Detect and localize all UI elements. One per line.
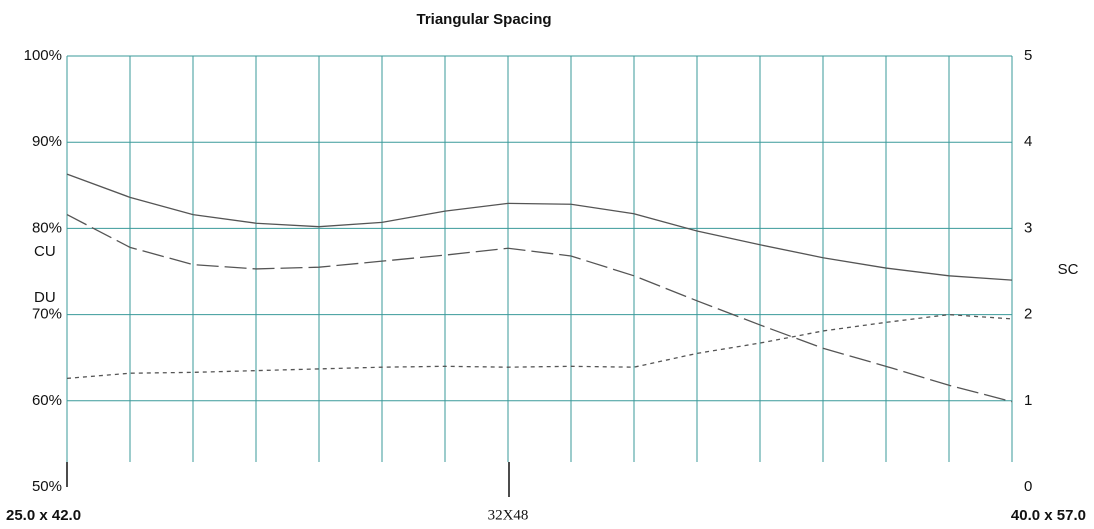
series-label: CU [34,243,56,260]
x-tick-label: 25.0 x 42.0 [6,507,81,524]
y-tick-label: 90% [32,133,62,150]
series-line [66,173,1013,281]
series-label: DU [34,289,56,306]
y2-tick-label: 4 [1024,133,1032,150]
y2-tick-label: 5 [1024,47,1032,64]
y-tick-label: 50% [32,478,62,495]
y2-tick-label: 2 [1024,306,1032,323]
y-tick-label: 70% [32,306,62,323]
y2-tick-label: 3 [1024,219,1032,236]
y2-axis-label: SC [1058,261,1079,278]
y2-tick-label: 0 [1024,478,1032,495]
x-tick-label: 32X48 [488,507,529,523]
series-line [66,313,1013,380]
chart-title: Triangular Spacing [416,11,551,28]
series-line [66,214,1013,403]
y-tick-label: 80% [32,219,62,236]
y2-tick-label: 1 [1024,392,1032,409]
y-tick-label: 100% [24,47,62,64]
x-tick-label: 40.0 x 57.0 [1011,507,1086,524]
y-tick-label: 60% [32,392,62,409]
